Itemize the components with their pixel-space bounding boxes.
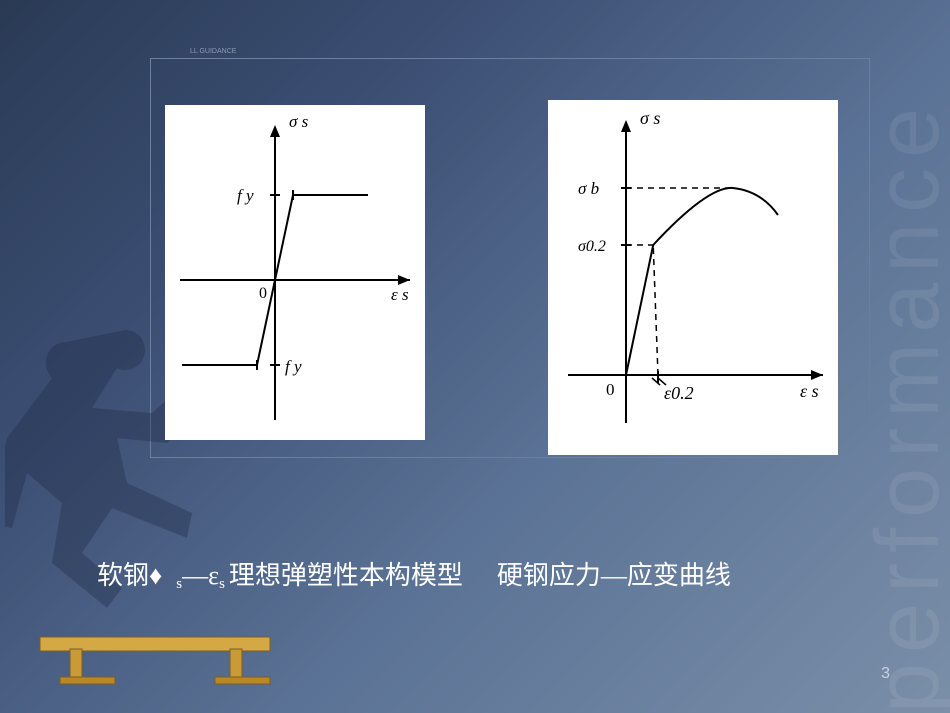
caption-epsilon-sub: s (219, 576, 225, 593)
svg-text:ε0.2: ε0.2 (664, 383, 694, 403)
caption-left-suffix: 理想弹塑性本构模型 (229, 555, 463, 592)
svg-text:f y: f y (285, 357, 302, 376)
watermark-text: performance (857, 0, 950, 713)
svg-text:σ b: σ b (578, 179, 599, 198)
svg-text:σ0.2: σ0.2 (578, 238, 606, 255)
caption-epsilon: ε (208, 561, 219, 591)
caption-sigma: ♦ (149, 561, 162, 591)
page-number: 3 (881, 665, 890, 683)
svg-text:σ s: σ s (289, 112, 309, 131)
svg-text:ε s: ε s (391, 285, 409, 304)
svg-text:ε s: ε s (800, 381, 819, 401)
caption-right: 硬钢应力—应变曲线 (497, 555, 731, 592)
caption-dash: — (182, 561, 208, 591)
caption-row: 软钢 ♦ s — ε s 理想弹塑性本构模型 硬钢应力—应变曲线 (97, 555, 731, 592)
soft-steel-chart: σ s ε s 0 f y f y (165, 105, 425, 440)
svg-text:σ s: σ s (640, 108, 660, 128)
svg-text:f y: f y (237, 186, 254, 205)
svg-text:0: 0 (259, 285, 267, 302)
hard-steel-chart: σ s ε s 0 σ b σ0.2 ε0.2 (548, 100, 838, 455)
caption-sigma-sub: s (176, 576, 182, 593)
svg-text:0: 0 (606, 380, 615, 399)
caption-left-prefix: 软钢 (97, 555, 149, 592)
hurdle-icon (35, 615, 295, 685)
tiny-header: LL GUIDANCE (190, 48, 236, 55)
